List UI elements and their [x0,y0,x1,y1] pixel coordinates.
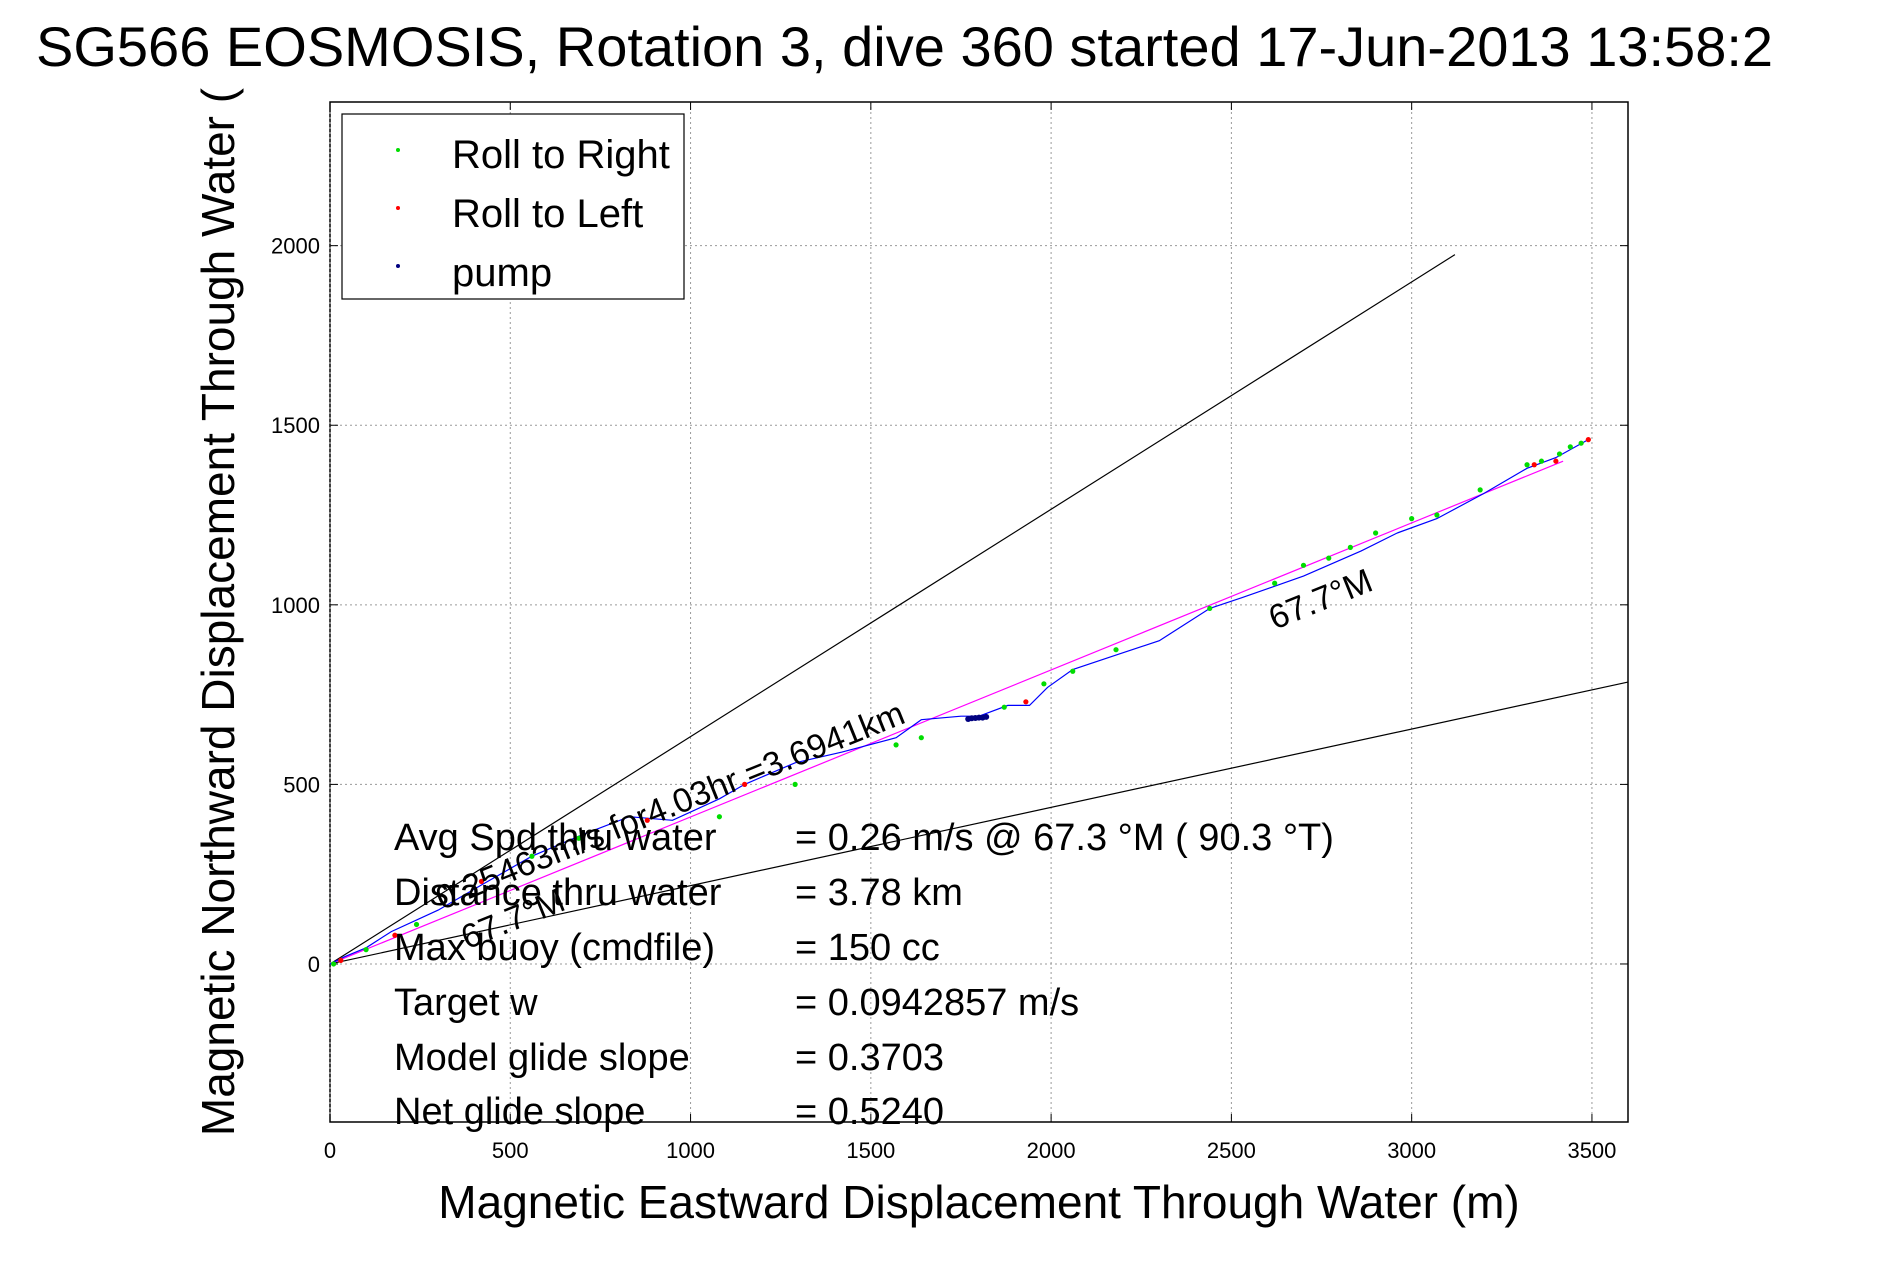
legend-label-roll-right: Roll to Right [452,133,670,177]
roll-right-point [1373,530,1379,536]
roll-right-point [1538,458,1545,464]
x-tick-label: 1000 [666,1138,715,1163]
stat-label: Net glide slope [394,1091,645,1133]
stat-label: Avg Spd thru water [394,817,717,859]
roll-right-point [1272,580,1278,586]
legend-label-roll-left: Roll to Left [452,192,643,236]
roll-right-point [1300,562,1307,568]
roll-left-point [644,817,650,823]
stat-label: Target w [394,982,538,1024]
x-tick-label: 500 [492,1138,529,1163]
roll-left-point [338,957,344,963]
roll-right-point [1001,704,1007,710]
heading-line [329,460,1564,965]
legend-marker-roll-right [396,148,400,152]
stat-value: = 150 cc [795,927,940,969]
stat-value: = 3.78 km [795,872,963,914]
y-tick-label: 0 [308,952,320,977]
stat-value: = 0.5240 [795,1091,944,1133]
roll-right-point [576,835,582,841]
chart-title: SG566 EOSMOSIS, Rotation 3, dive 360 sta… [36,15,1773,78]
roll-right-point [1113,647,1119,653]
data-lines [329,254,1629,965]
reference-line [329,681,1629,965]
x-tick-label: 0 [324,1138,336,1163]
roll-right-point [1070,668,1076,674]
roll-right-point [1409,516,1415,522]
x-tick-label: 3500 [1567,1138,1616,1163]
roll-right-point [918,735,924,741]
roll-right-point [1567,444,1573,450]
legend-label-pump: pump [452,251,552,295]
roll-left-point [392,932,398,938]
legend: Roll to Right Roll to Left pump [341,113,685,300]
roll-right-point [1524,462,1530,468]
stat-value: = 0.3703 [795,1037,944,1079]
data-points [331,437,1591,967]
y-tick-label: 1000 [271,593,320,618]
roll-right-point [413,921,420,928]
stat-label: Model glide slope [394,1037,690,1079]
roll-right-point [1556,451,1563,457]
y-tick-label: 500 [283,772,320,797]
stats-block: Avg Spd thru water = 0.26 m/s @ 67.3 °M … [394,817,1334,1133]
x-axis-label: Magnetic Eastward Displacement Through W… [438,1176,1519,1228]
roll-right-point [893,742,899,748]
stat-value: = 0.0942857 m/s [795,982,1079,1024]
x-tick-label: 2000 [1027,1138,1076,1163]
roll-right-point [1434,512,1440,518]
x-tick-label: 1500 [846,1138,895,1163]
roll-left-point [1585,437,1591,443]
y-tick-label: 1500 [271,413,320,438]
roll-right-point [1347,544,1353,550]
x-tick-label: 2500 [1207,1138,1256,1163]
pump-point [983,713,990,720]
roll-right-point [1326,555,1332,561]
y-tick-label: 2000 [271,234,320,259]
stat-label: Distance thru water [394,872,722,914]
y-axis-label: Magnetic Northward Displacement Through … [192,87,244,1136]
roll-right-point [363,947,369,953]
roll-right-point [529,853,535,859]
legend-marker-roll-left [396,206,400,210]
roll-left-point [1531,462,1537,468]
roll-left-point [742,781,748,787]
roll-left-point [478,878,485,884]
x-tick-label: 3000 [1387,1138,1436,1163]
roll-right-point [1041,681,1047,687]
legend-marker-pump [396,264,400,268]
roll-right-point [1207,605,1213,612]
roll-right-point [792,781,798,787]
roll-left-point [1023,699,1029,705]
stat-value: = 0.26 m/s @ 67.3 °M ( 90.3 °T) [795,817,1334,859]
axis-ticks: 0 500 1000 1500 2000 2500 3000 3500 0 500 1000 1500… [271,102,1628,1163]
roll-left-point [1553,458,1559,464]
stat-label: Max buoy (cmdfile) [394,927,715,969]
roll-right-point [1578,440,1584,446]
reference-line [329,254,1456,965]
roll-right-point [716,814,723,820]
roll-right-point [331,961,337,967]
roll-right-point [1477,487,1483,493]
